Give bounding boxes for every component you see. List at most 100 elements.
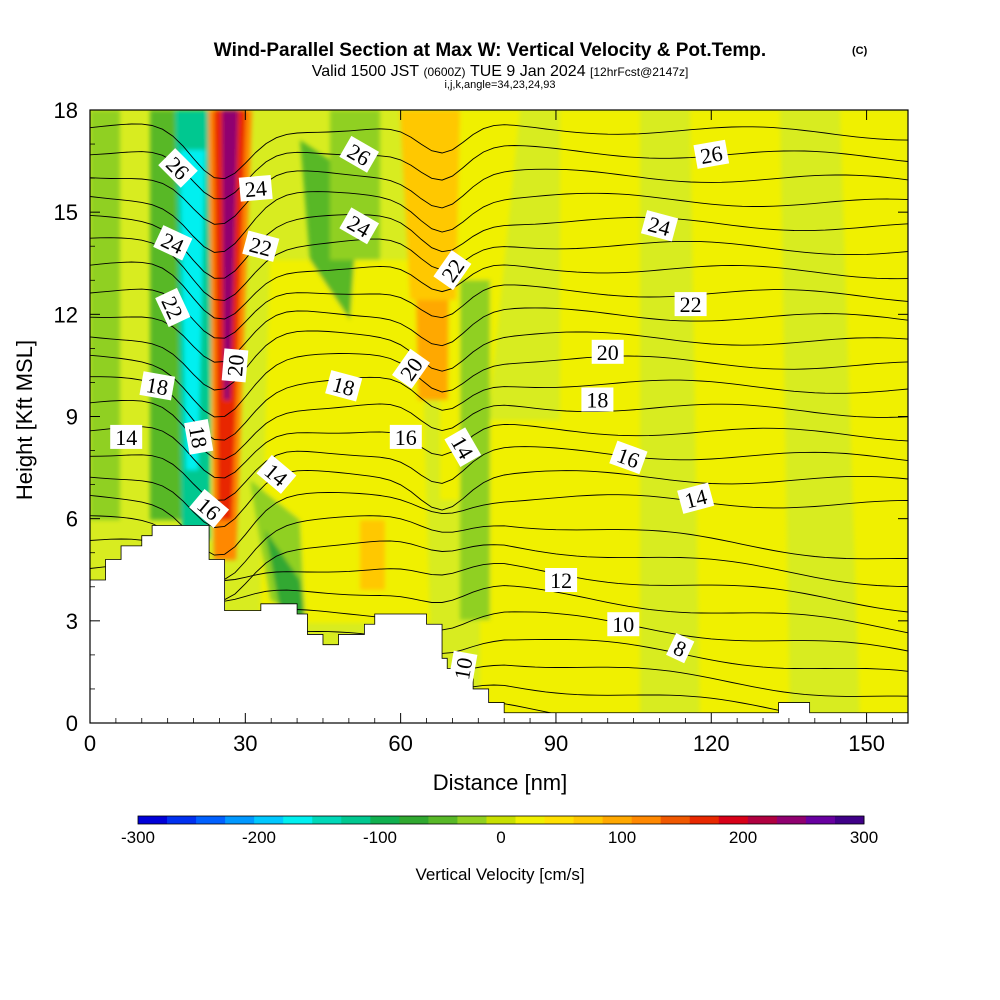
contour-label-bg bbox=[238, 174, 273, 202]
colorbar-swatch bbox=[776, 816, 807, 824]
contour-label-bg bbox=[666, 632, 695, 664]
colorbar-swatch bbox=[138, 816, 168, 824]
colorbar-tick-label: 200 bbox=[729, 828, 757, 847]
y-tick-label: 12 bbox=[54, 302, 78, 327]
contour-label-bg bbox=[607, 612, 640, 637]
contour-label-bg bbox=[433, 250, 472, 291]
colorbar-swatch bbox=[254, 816, 284, 824]
contour-label: 18 bbox=[325, 370, 363, 402]
contour-label-text: 18 bbox=[586, 388, 608, 413]
theta-contours bbox=[90, 123, 908, 723]
colorbar-tick-label: 100 bbox=[608, 828, 636, 847]
contour-label-bg bbox=[389, 424, 422, 449]
contour-label: 18 bbox=[139, 371, 176, 401]
colorbar-tick-label: -200 bbox=[242, 828, 276, 847]
contour-label-bg bbox=[581, 387, 614, 412]
contour-label-bg bbox=[545, 568, 578, 592]
contour-label-text: 10 bbox=[612, 612, 634, 637]
contour-label-bg bbox=[139, 371, 176, 401]
contour-label-bg bbox=[110, 424, 143, 449]
theta-contour-line bbox=[90, 261, 908, 320]
colorbar-swatch bbox=[805, 816, 836, 824]
colorbar: -300 -200 -100 0 100 200 300 bbox=[121, 815, 878, 847]
colorbar-swatch bbox=[196, 816, 226, 824]
contour-label: 12 bbox=[545, 568, 578, 593]
contour-label: 14 bbox=[677, 482, 715, 514]
colorbar-swatch bbox=[486, 816, 517, 824]
colorbar-swatch bbox=[602, 816, 633, 824]
contour-label: 24 bbox=[640, 210, 679, 242]
contour-label-text: 12 bbox=[550, 568, 572, 593]
contour-label-bg bbox=[158, 148, 198, 188]
x-tick-label: 90 bbox=[544, 731, 568, 756]
colorbar-tick-label: 300 bbox=[850, 828, 878, 847]
y-tick-label: 18 bbox=[54, 98, 78, 123]
theta-contour-line bbox=[90, 214, 908, 279]
contour-label-text: 10 bbox=[449, 656, 477, 682]
colorbar-swatch bbox=[747, 816, 778, 824]
contour-label-text: 20 bbox=[597, 340, 619, 365]
colorbar-swatch bbox=[312, 816, 342, 824]
y-tick-label: 0 bbox=[66, 711, 78, 736]
contour-label-bg bbox=[155, 287, 191, 328]
contour-label-text: 26 bbox=[698, 141, 724, 169]
contour-label-bg bbox=[591, 339, 624, 364]
title-badge: (C) bbox=[852, 45, 868, 57]
contour-label-bg bbox=[189, 489, 230, 528]
contour-label: 24 bbox=[238, 174, 273, 202]
updraft-yellow-mid bbox=[260, 260, 430, 623]
downdraft-green-left bbox=[90, 110, 120, 520]
colorbar-swatch bbox=[689, 816, 720, 824]
theta-contour-line bbox=[90, 515, 908, 580]
contour-label-bg bbox=[444, 427, 482, 468]
contour-label-text: 20 bbox=[222, 353, 249, 377]
colorbar-border bbox=[137, 815, 865, 825]
contour-label-bg bbox=[391, 348, 431, 389]
theta-contour-line bbox=[90, 191, 908, 253]
x-axis-label: Distance [nm] bbox=[433, 770, 568, 795]
colorbar-swatch bbox=[283, 816, 313, 824]
colorbar-swatch bbox=[457, 816, 487, 824]
updraft-yellow-low bbox=[480, 420, 560, 723]
valid-fcst: [12hrFcst@2147z] bbox=[590, 65, 688, 79]
colorbar-label: Vertical Velocity [cm/s] bbox=[415, 865, 584, 884]
colorbar-swatch bbox=[399, 816, 429, 824]
x-tick-label: 120 bbox=[693, 731, 730, 756]
valid-utc: (0600Z) bbox=[423, 65, 465, 79]
x-tick-label: 60 bbox=[388, 731, 412, 756]
theta-contour-line bbox=[90, 446, 908, 501]
contour-label: 26 bbox=[693, 139, 730, 169]
y-tick-label: 15 bbox=[54, 200, 78, 225]
colorbar-swatch bbox=[660, 816, 691, 824]
contour-label-bg bbox=[609, 440, 648, 475]
theta-contour-line bbox=[90, 376, 908, 441]
updraft-yellow-right bbox=[560, 110, 640, 723]
contour-label-bg bbox=[677, 482, 715, 514]
theta-contour-line bbox=[90, 353, 908, 418]
valid-prefix: Valid 1500 JST bbox=[312, 63, 420, 80]
contour-label: 10 bbox=[448, 650, 478, 687]
theta-contour-line bbox=[90, 538, 908, 601]
contour-label: 20 bbox=[221, 348, 249, 383]
colorbar-swatch bbox=[341, 816, 371, 824]
colorbar-tick-label: -100 bbox=[363, 828, 397, 847]
contour-label-bg bbox=[221, 348, 249, 383]
contour-label: 18 bbox=[184, 419, 214, 455]
contour-label-bg bbox=[153, 225, 193, 261]
contour-label-bg bbox=[242, 230, 280, 262]
colorbar-swatch bbox=[225, 816, 255, 824]
theta-contour-line bbox=[90, 145, 908, 200]
axes: 0 30 60 90 120 150 0 3 6 9 12 15 18 bbox=[54, 98, 908, 756]
colorbar-swatch bbox=[631, 816, 662, 824]
contour-label: 20 bbox=[591, 339, 624, 365]
colorbar-tick-label: -300 bbox=[121, 828, 155, 847]
contour-label-bg bbox=[325, 370, 363, 402]
updraft-core bbox=[222, 110, 238, 400]
y-tick-label: 6 bbox=[66, 507, 78, 532]
y-axis-label: Height [Kft MSL] bbox=[12, 340, 37, 500]
updraft-yellow-right2 bbox=[690, 110, 790, 723]
contour-label-text: 16 bbox=[395, 425, 417, 450]
